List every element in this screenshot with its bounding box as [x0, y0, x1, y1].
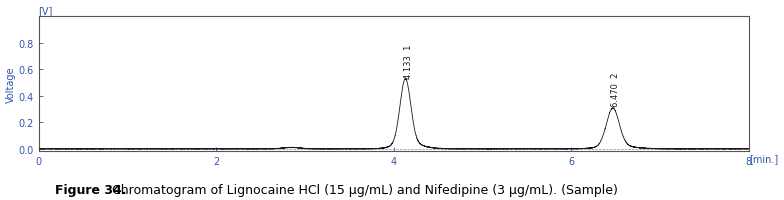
Text: Chromatogram of Lignocaine HCl (15 μg/mL) and Nifedipine (3 μg/mL). (Sample): Chromatogram of Lignocaine HCl (15 μg/mL…: [108, 183, 618, 196]
Text: [V]: [V]: [38, 6, 53, 16]
Text: Figure 34.: Figure 34.: [55, 183, 126, 196]
Y-axis label: Voltage: Voltage: [5, 66, 16, 103]
Text: [min.]: [min.]: [750, 153, 779, 163]
Text: 6.470  2: 6.470 2: [611, 72, 620, 106]
Text: 4.133  1: 4.133 1: [404, 45, 412, 79]
